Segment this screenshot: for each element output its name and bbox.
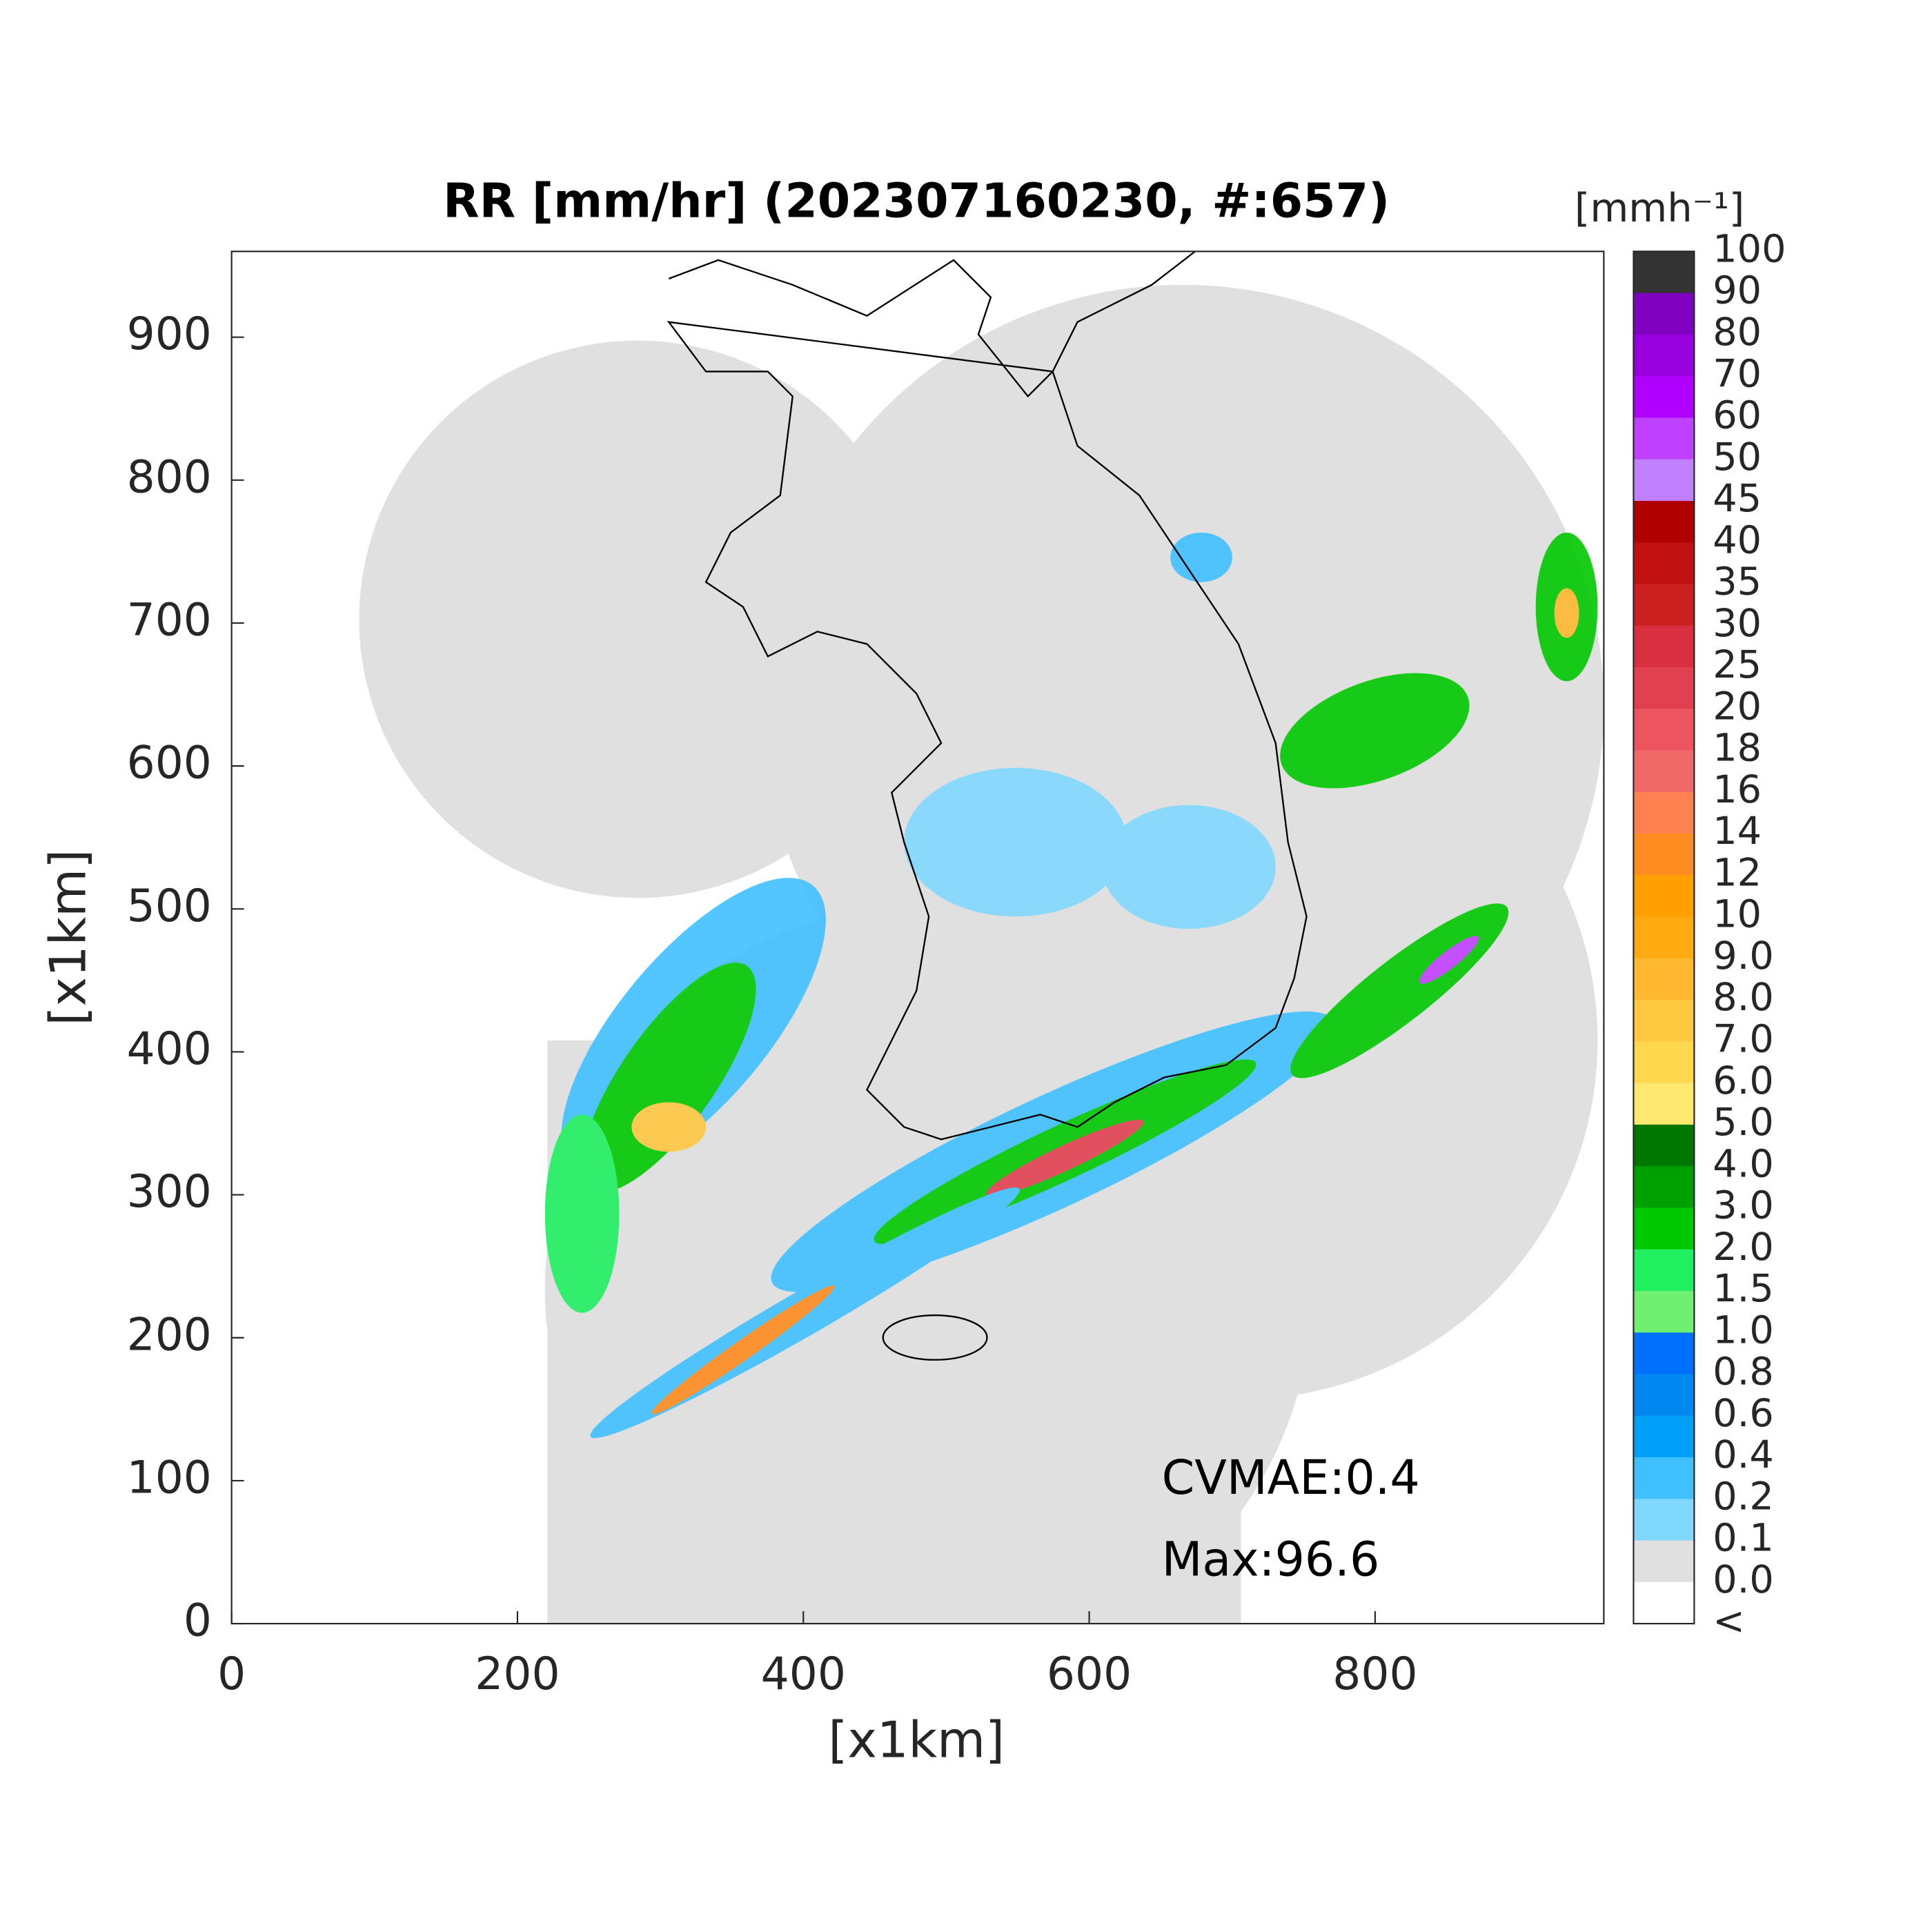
colorbar-label: 80	[1713, 310, 1762, 355]
chart-title: RR [mm/hr] (202307160230, #:657)	[443, 175, 1390, 229]
x-axis-label: [x1km]	[828, 1711, 1005, 1769]
colorbar-label: 5.0	[1713, 1100, 1773, 1145]
colorbar-label: 40	[1713, 518, 1762, 562]
colorbar-band	[1633, 1457, 1695, 1500]
colorbar-band	[1633, 834, 1695, 876]
colorbar-label: 8.0	[1713, 975, 1773, 1020]
colorbar-band	[1633, 1249, 1695, 1292]
colorbar-band	[1633, 1083, 1695, 1125]
colorbar-band	[1633, 1166, 1695, 1209]
colorbar-label: <	[1713, 1599, 1745, 1644]
colorbar-band	[1633, 251, 1695, 294]
colorbar-band	[1633, 1415, 1695, 1458]
colorbar-band	[1633, 750, 1695, 793]
y-tick-label: 0	[184, 1595, 212, 1647]
colorbar-band	[1633, 1000, 1695, 1043]
x-tick-label: 800	[1332, 1648, 1417, 1700]
colorbar-band	[1633, 958, 1695, 1001]
colorbar-label: 3.0	[1713, 1183, 1773, 1228]
colorbar-label: 20	[1713, 684, 1762, 729]
colorbar-label: 6.0	[1713, 1058, 1773, 1103]
y-tick-label: 900	[127, 308, 212, 360]
colorbar-band	[1633, 293, 1695, 335]
y-axis-label: [x1km]	[39, 849, 97, 1026]
colorbar-band	[1633, 500, 1695, 544]
rain-echoes	[544, 532, 1598, 1439]
colorbar-band	[1633, 1041, 1695, 1084]
colorbar-label: 2.0	[1713, 1225, 1773, 1270]
colorbar-label: 90	[1713, 268, 1762, 313]
colorbar-label: 12	[1713, 850, 1762, 895]
colorbar-label: 7.0	[1713, 1017, 1773, 1062]
y-tick-label: 700	[127, 595, 212, 647]
colorbar-band	[1633, 1290, 1695, 1334]
colorbar-band	[1633, 584, 1695, 627]
x-tick-label: 200	[475, 1648, 560, 1700]
y-tick-label: 200	[127, 1309, 212, 1361]
colorbar-band	[1633, 625, 1695, 668]
y-tick-label: 400	[127, 1023, 212, 1075]
colorbar-label: 16	[1713, 767, 1762, 812]
colorbar-band	[1633, 1124, 1695, 1167]
y-tick-label: 800	[127, 451, 212, 503]
colorbar-band	[1633, 417, 1695, 460]
y-tick-label: 100	[127, 1452, 212, 1504]
annotation: Max:96.6	[1162, 1533, 1380, 1588]
colorbar-band	[1633, 1540, 1695, 1583]
colorbar-band	[1633, 791, 1695, 834]
y-tick-label: 600	[127, 738, 212, 789]
colorbar-label: 18	[1713, 726, 1762, 771]
colorbar-label: 35	[1713, 560, 1762, 604]
colorbar-band	[1633, 875, 1695, 918]
colorbar-unit: [mmh⁻¹]	[1575, 185, 1744, 231]
colorbar-label: 1.5	[1713, 1266, 1773, 1311]
colorbar-label: 0.8	[1713, 1350, 1773, 1394]
colorbar-label: 0.4	[1713, 1432, 1773, 1477]
colorbar-label: 4.0	[1713, 1141, 1773, 1186]
colorbar: 100908070605045403530252018161412109.08.…	[1633, 226, 1786, 1644]
colorbar-band	[1633, 542, 1695, 585]
colorbar-band	[1633, 459, 1695, 502]
colorbar-band	[1633, 709, 1695, 751]
colorbar-label: 30	[1713, 601, 1762, 646]
colorbar-label: 0.6	[1713, 1391, 1773, 1436]
colorbar-label: 25	[1713, 642, 1762, 687]
colorbar-band	[1633, 1499, 1695, 1541]
colorbar-label: 50	[1713, 435, 1762, 480]
colorbar-label: 60	[1713, 393, 1762, 438]
colorbar-label: 9.0	[1713, 934, 1773, 978]
coastline	[667, 251, 1308, 1361]
x-tick-label: 0	[217, 1648, 246, 1700]
colorbar-band	[1633, 667, 1695, 710]
colorbar-label: 1.0	[1713, 1308, 1773, 1352]
x-tick-label: 400	[761, 1648, 846, 1700]
colorbar-label: 45	[1713, 476, 1762, 521]
colorbar-label: 0.1	[1713, 1516, 1773, 1561]
colorbar-band	[1633, 916, 1695, 959]
colorbar-band	[1633, 334, 1695, 377]
colorbar-band	[1633, 1208, 1695, 1250]
colorbar-label: 14	[1713, 809, 1762, 854]
axes: 0 200 400 600 800 0 100 200 300 400 500 600 700 800 90…	[127, 308, 1418, 1700]
colorbar-band	[1633, 1374, 1695, 1417]
colorbar-label: 0.0	[1713, 1557, 1773, 1602]
y-tick-label: 300	[127, 1166, 212, 1218]
colorbar-band	[1633, 376, 1695, 419]
x-tick-label: 600	[1047, 1648, 1132, 1700]
colorbar-band	[1633, 1581, 1695, 1624]
annotation: CVMAE:0.4	[1162, 1451, 1420, 1506]
colorbar-label: 10	[1713, 892, 1762, 937]
colorbar-label: 70	[1713, 351, 1762, 396]
y-tick-label: 500	[127, 880, 212, 932]
colorbar-label: 0.2	[1713, 1474, 1773, 1519]
plot-frame	[230, 250, 1605, 1625]
radar-map	[359, 251, 1604, 1624]
colorbar-frame	[1633, 250, 1695, 1625]
colorbar-label: 100	[1713, 226, 1786, 271]
colorbar-band	[1633, 1332, 1695, 1375]
